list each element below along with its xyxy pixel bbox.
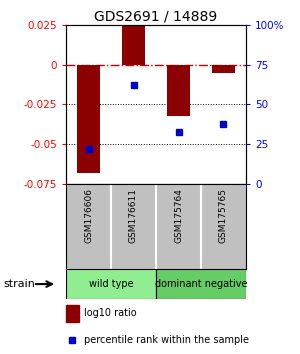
Bar	[167, 64, 190, 115]
Text: log10 ratio: log10 ratio	[84, 308, 136, 318]
Bar	[77, 64, 100, 173]
Bar	[156, 269, 246, 299]
Title: GDS2691 / 14889: GDS2691 / 14889	[94, 10, 218, 24]
Text: GSM176611: GSM176611	[129, 188, 138, 243]
Bar	[122, 25, 145, 64]
Bar	[212, 64, 235, 73]
Text: percentile rank within the sample: percentile rank within the sample	[84, 335, 249, 345]
Text: dominant negative: dominant negative	[155, 279, 247, 289]
Text: GSM176606: GSM176606	[84, 188, 93, 243]
Text: GSM175765: GSM175765	[219, 188, 228, 243]
Bar	[66, 305, 79, 322]
Text: strain: strain	[3, 279, 35, 289]
Text: wild type: wild type	[89, 279, 133, 289]
Text: GSM175764: GSM175764	[174, 188, 183, 243]
Bar	[66, 269, 156, 299]
